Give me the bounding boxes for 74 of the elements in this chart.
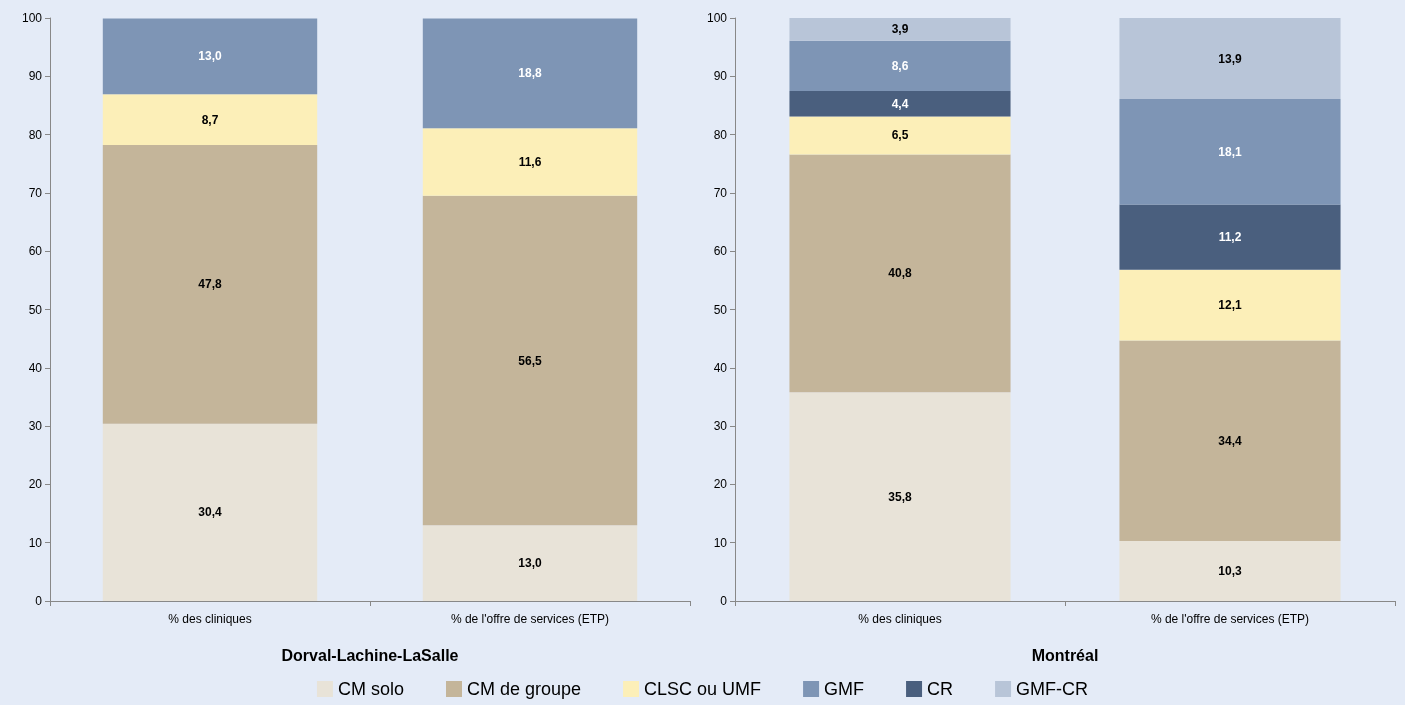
data-label: 13,0: [518, 556, 542, 571]
y-tick-label: 80: [713, 127, 728, 142]
y-tick-label: 10: [713, 535, 728, 550]
legend-label: GMF: [824, 679, 865, 699]
bar: [1119, 204, 1341, 270]
y-tick-label: 100: [706, 11, 728, 25]
bar: [102, 145, 318, 424]
bar: [102, 423, 318, 601]
legend-label: CLSC ou UMF: [644, 679, 762, 699]
legend-label: CM solo: [337, 679, 404, 699]
bar: [789, 18, 1011, 41]
y-tick-label: 80: [28, 127, 43, 142]
data-label: 56,5: [518, 353, 542, 368]
x-tick-label: % de l'offre de services (ETP): [450, 612, 610, 626]
bar: [789, 40, 1011, 91]
x-axis-title: Dorval-Lachine-LaSalle: [281, 646, 459, 664]
x-axis-title: Montréal: [1031, 646, 1099, 664]
legend-label: GMF-CR: [1016, 679, 1089, 699]
y-tick-label: 40: [28, 360, 43, 375]
data-label: 40,8: [888, 266, 912, 281]
bar: [422, 18, 638, 129]
bar: [422, 525, 638, 601]
data-label: 30,4: [198, 505, 222, 520]
bar: [789, 392, 1011, 601]
y-tick-label: 30: [28, 419, 43, 434]
bar: [789, 90, 1011, 117]
data-label: 34,4: [1218, 433, 1242, 448]
legend-label: CR: [927, 679, 954, 699]
data-label: 35,8: [888, 489, 912, 504]
bar: [1119, 18, 1341, 100]
bar: [789, 154, 1011, 393]
bar: [1119, 269, 1341, 341]
x-tick-label: % des cliniques: [858, 612, 942, 626]
data-label: 13,9: [1218, 51, 1242, 66]
bar: [102, 18, 318, 95]
y-tick-label: 60: [28, 244, 43, 259]
bar: [789, 116, 1011, 155]
y-tick-label: 100: [21, 11, 43, 25]
legend-label: CM de groupe: [466, 679, 582, 699]
bar: [1119, 340, 1341, 541]
bar: [422, 128, 638, 196]
bar: [422, 195, 638, 526]
x-tick-label: % de l'offre de services (ETP): [1150, 612, 1310, 626]
y-tick-label: 40: [713, 360, 728, 375]
data-label: 13,0: [198, 49, 222, 64]
data-label: 47,8: [198, 277, 222, 292]
y-tick-label: 10: [28, 535, 43, 550]
data-label: 18,1: [1218, 144, 1242, 159]
data-label: 11,6: [518, 155, 542, 169]
y-tick-label: 50: [713, 302, 728, 317]
data-label: 11,2: [1218, 230, 1242, 245]
data-label: 3,9: [891, 22, 909, 37]
data-label: 6,5: [891, 128, 909, 143]
y-tick-label: 60: [713, 244, 728, 259]
data-label: 12,1: [1218, 298, 1242, 313]
y-tick-label: 90: [713, 69, 728, 84]
y-tick-label: 30: [713, 419, 728, 434]
y-tick-label: 70: [28, 185, 43, 200]
data-label: 8,7: [201, 112, 219, 127]
bar: [102, 94, 318, 146]
y-tick-label: 70: [713, 185, 728, 200]
y-tick-label: 20: [28, 477, 43, 492]
data-label: 8,6: [891, 58, 909, 73]
x-tick-label: % des cliniques: [168, 612, 252, 626]
y-tick-label: 50: [28, 302, 43, 317]
data-label: 10,3: [1218, 563, 1242, 578]
y-tick-label: 90: [28, 69, 43, 84]
bar: [1119, 540, 1341, 601]
bar: [1119, 99, 1341, 205]
y-tick-label: 0: [720, 594, 728, 608]
y-tick-label: 0: [35, 594, 43, 608]
y-tick-label: 20: [713, 477, 728, 492]
data-label: 18,8: [518, 66, 542, 81]
data-label: 4,4: [891, 96, 909, 111]
